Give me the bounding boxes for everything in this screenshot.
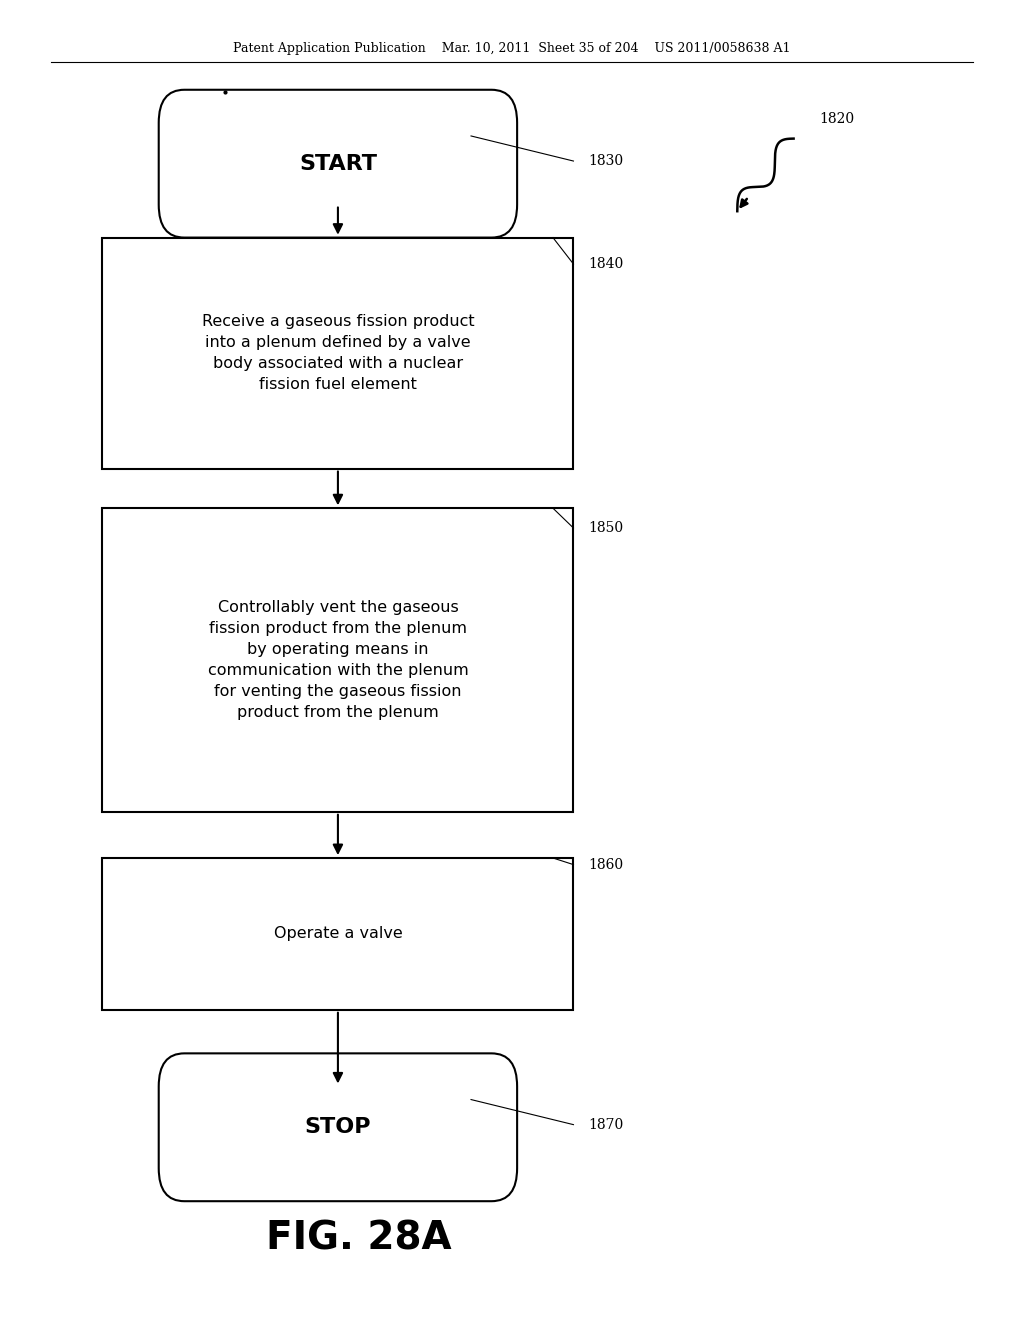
Text: 1820: 1820 xyxy=(819,112,854,125)
Text: 1830: 1830 xyxy=(589,154,624,168)
Text: Patent Application Publication    Mar. 10, 2011  Sheet 35 of 204    US 2011/0058: Patent Application Publication Mar. 10, … xyxy=(233,42,791,55)
Text: 1870: 1870 xyxy=(589,1118,624,1131)
Bar xyxy=(102,508,573,812)
Text: 1840: 1840 xyxy=(589,257,624,271)
Text: Operate a valve: Operate a valve xyxy=(273,927,402,941)
Text: Controllably vent the gaseous
fission product from the plenum
by operating means: Controllably vent the gaseous fission pr… xyxy=(208,601,468,719)
Bar xyxy=(102,238,573,469)
Bar xyxy=(102,858,573,1010)
FancyBboxPatch shape xyxy=(159,1053,517,1201)
Text: 1860: 1860 xyxy=(589,858,624,871)
FancyBboxPatch shape xyxy=(159,90,517,238)
Text: STOP: STOP xyxy=(305,1117,371,1138)
Text: Receive a gaseous fission product
into a plenum defined by a valve
body associat: Receive a gaseous fission product into a… xyxy=(202,314,474,392)
Text: START: START xyxy=(299,153,377,174)
Text: FIG. 28A: FIG. 28A xyxy=(265,1220,452,1257)
Text: 1850: 1850 xyxy=(589,521,624,535)
